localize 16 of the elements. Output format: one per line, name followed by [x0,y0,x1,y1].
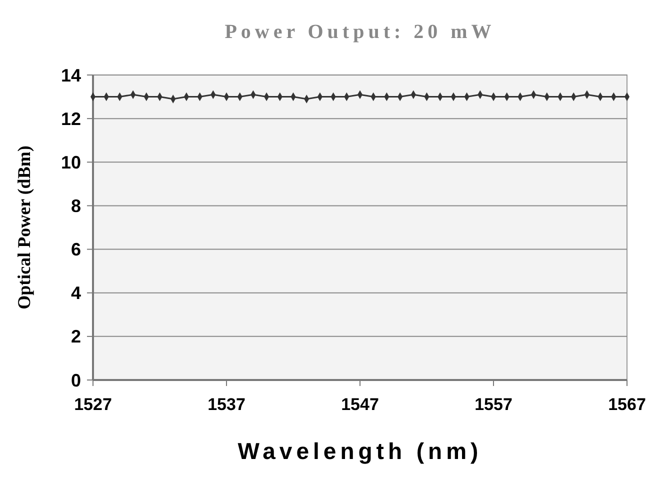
chart-title: Power Output: 20 mW [224,21,496,43]
x-tick-label: 1547 [341,395,379,414]
y-tick-label: 8 [70,196,81,216]
x-tick-label: 1537 [208,395,246,414]
x-tick-label: 1527 [74,395,112,414]
y-tick-label: 12 [60,108,81,129]
y-tick-label: 0 [70,370,81,390]
y-axis-title: Optical Power (dBm) [14,146,34,310]
y-tick-label: 14 [60,65,81,86]
x-tick-label: 1557 [474,395,512,414]
y-tick-label: 10 [60,152,81,172]
y-tick-label: 4 [70,283,81,304]
x-axis-title: Wavelength (nm) [238,438,482,464]
x-tick-label: 1567 [608,395,646,414]
y-tick-label: 2 [70,326,81,347]
y-tick-label: 6 [70,240,81,260]
